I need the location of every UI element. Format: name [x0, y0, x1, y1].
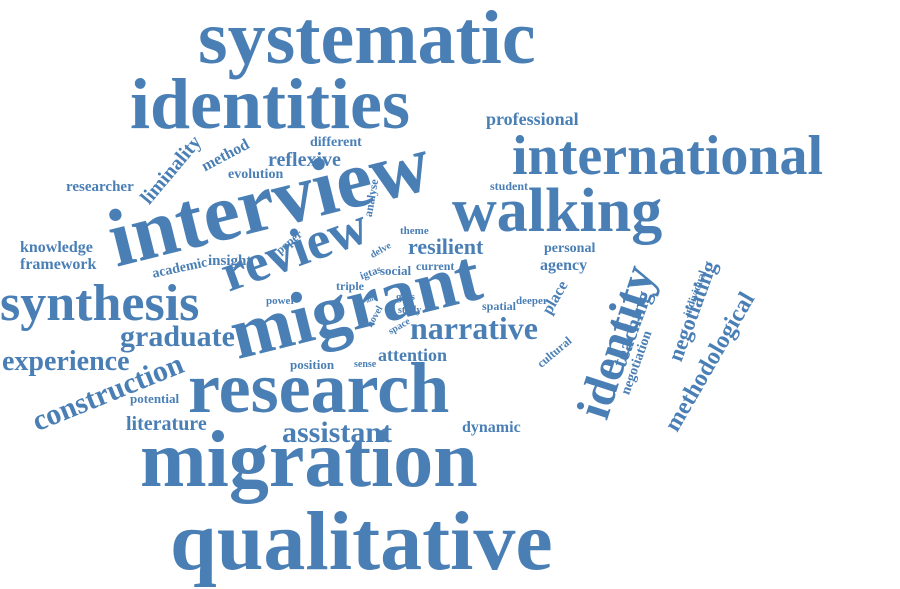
- word-cultural: cultural: [534, 333, 575, 371]
- word-assistant: assistant: [282, 416, 393, 449]
- word-research: research: [188, 348, 450, 428]
- word-walking: walking: [452, 177, 663, 245]
- word-qualitative: qualitative: [170, 495, 553, 588]
- word-narrative: narrative: [410, 310, 538, 346]
- word-agency: agency: [540, 257, 588, 274]
- word-study: study: [398, 305, 422, 316]
- word-migration: migration: [140, 416, 478, 504]
- word-graduate: graduate: [120, 320, 235, 353]
- word-evolution: evolution: [228, 167, 284, 182]
- word-gtas: gtas: [396, 291, 415, 303]
- word-sense: sense: [354, 359, 377, 370]
- word-international: international: [512, 125, 824, 187]
- word-social: social: [380, 263, 412, 278]
- word-insight: insight: [208, 253, 252, 269]
- word-deeper: deeper: [516, 295, 548, 307]
- word-methodological: methodological: [659, 287, 761, 437]
- word-student: student: [490, 179, 529, 193]
- word-spatial: spatial: [482, 299, 517, 313]
- word-experience: experience: [2, 346, 130, 377]
- word-triple: triple: [336, 279, 364, 293]
- word-different: different: [310, 135, 362, 150]
- word-dynamic: dynamic: [462, 419, 521, 436]
- word-theme: theme: [400, 225, 429, 237]
- word-systematic: systematic: [198, 0, 536, 80]
- word-current: current: [416, 259, 455, 273]
- word-identities: identities: [130, 64, 410, 144]
- word-knowledge: knowledge: [20, 239, 93, 256]
- word-attention: attention: [378, 345, 447, 365]
- word-personal: personal: [544, 241, 596, 256]
- word-literature: literature: [126, 413, 207, 435]
- word-potential: potential: [130, 391, 180, 406]
- word-position: position: [290, 357, 335, 372]
- word-professional: professional: [486, 109, 579, 129]
- word-researcher: researcher: [66, 179, 134, 195]
- word-power: power: [266, 295, 296, 307]
- word-framework: framework: [20, 256, 97, 273]
- word-resilient: resilient: [408, 234, 484, 259]
- word-synthesis: synthesis: [0, 275, 200, 332]
- word-reflexive: reflexive: [268, 149, 341, 171]
